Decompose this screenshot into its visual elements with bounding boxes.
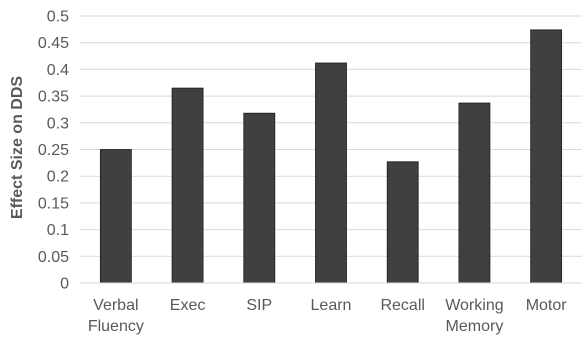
x-tick-label: Working Memory [445,297,503,335]
y-axis-title: Effect Size on DDS [9,76,26,219]
y-tick-label: 0.25 [38,142,69,159]
y-tick-label: 0.15 [38,195,69,212]
y-tick-labels: 0 0.05 0.1 0.15 0.2 0.25 0.3 0.35 0.4 0.45 0.5 [38,9,69,293]
y-tick-label: 0.4 [47,62,69,79]
y-tick-label: 0.5 [47,9,69,26]
y-tick-label: 0.2 [47,169,69,186]
bar [99,149,132,284]
y-tick-label: 0.3 [47,115,69,132]
y-tick-label: 0.05 [38,249,69,266]
bar [386,161,419,284]
x-tick-labels: Verbal Fluency Exec SIP Learn Recall Working Me… [88,297,567,335]
bar [458,102,491,284]
y-tick-label: 0 [60,276,69,293]
y-tick-label: 0.35 [38,89,69,106]
x-tick-label: Exec [170,297,206,314]
y-tick-label: 0.45 [38,35,69,52]
bar [315,62,347,284]
x-tick-label: Verbal Fluency [88,297,144,335]
y-tick-label: 0.1 [47,222,69,239]
bar [171,87,204,284]
x-tick-label: Learn [311,297,352,314]
bars [99,29,563,284]
x-tick-label: SIP [246,297,272,314]
x-tick-label: Recall [380,297,424,314]
bar [243,112,276,284]
x-tick-label: Motor [526,297,568,314]
bar [530,29,563,284]
